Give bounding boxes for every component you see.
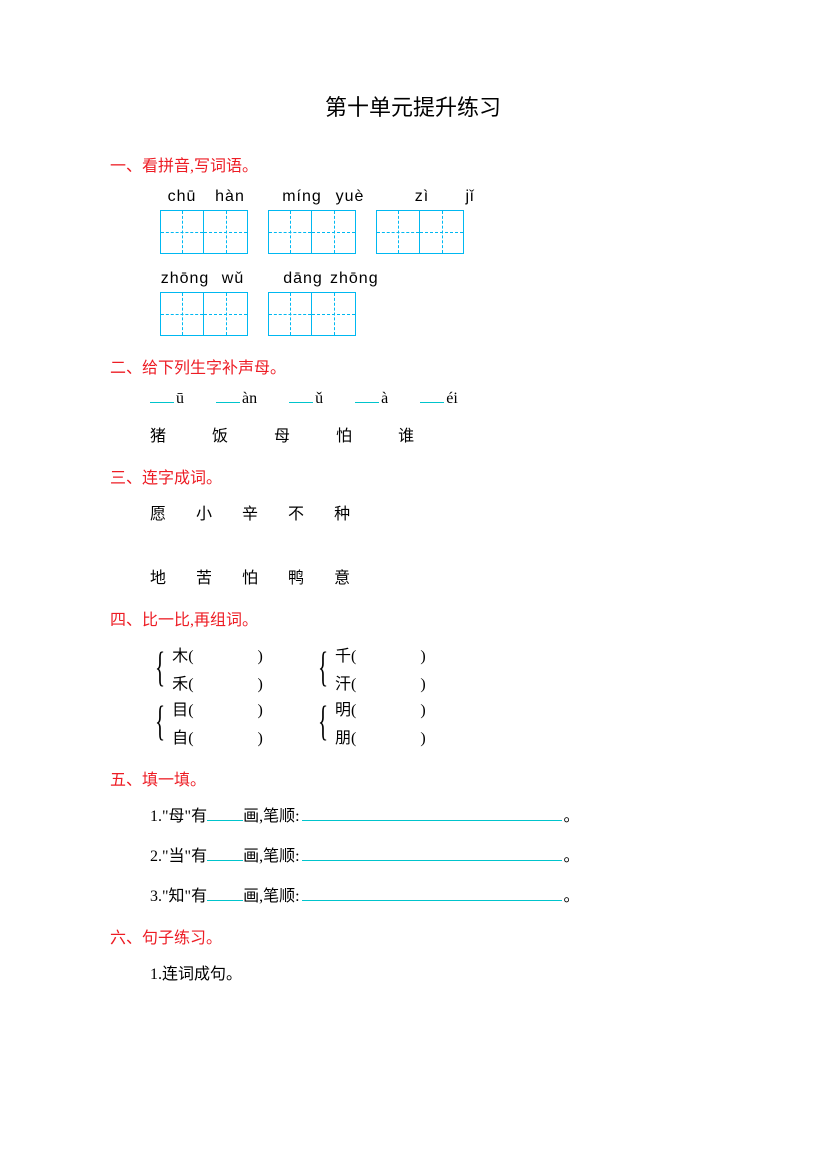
q3-row2: 地 苦 怕 鸭 意 bbox=[150, 564, 716, 588]
fill-blank[interactable] bbox=[302, 860, 562, 861]
fill-blank[interactable] bbox=[302, 900, 562, 901]
char: 怕 bbox=[336, 422, 352, 446]
brace-icon: { bbox=[155, 647, 165, 689]
char: 谁 bbox=[398, 422, 414, 446]
q1-boxes-row1 bbox=[160, 210, 716, 254]
brace-icon: { bbox=[318, 701, 328, 743]
pinyin: míng bbox=[280, 188, 324, 206]
write-box[interactable] bbox=[160, 210, 204, 254]
char: 饭 bbox=[212, 422, 228, 446]
item-num: 1. bbox=[150, 808, 162, 826]
char: 知 bbox=[169, 882, 185, 906]
pinyin: jǐ bbox=[448, 188, 492, 206]
fill-blank[interactable] bbox=[150, 402, 174, 403]
fill-blank[interactable] bbox=[302, 820, 562, 821]
final: ǔ bbox=[315, 390, 323, 408]
char: 禾 bbox=[172, 676, 188, 693]
char: 愿 bbox=[150, 500, 166, 524]
text: 画,笔顺: bbox=[243, 802, 299, 826]
text: "有 bbox=[185, 842, 208, 866]
q1-pinyin-row1: chū hàn míng yuè zì jǐ bbox=[160, 188, 716, 206]
fill-blank[interactable] bbox=[355, 402, 379, 403]
final: àn bbox=[242, 390, 257, 408]
q4-pair1: { 木() 禾() { 千() 汗() bbox=[150, 642, 716, 694]
fill-blank[interactable] bbox=[207, 900, 243, 901]
char: 不 bbox=[288, 500, 304, 524]
text: 。 bbox=[564, 842, 580, 866]
char: 小 bbox=[196, 500, 212, 524]
pinyin: dāng bbox=[280, 270, 326, 288]
write-box[interactable] bbox=[312, 210, 356, 254]
q1-pinyin-row2: zhōng wǔ dāng zhōng bbox=[160, 270, 716, 288]
char: 意 bbox=[334, 564, 350, 588]
char: 明 bbox=[335, 702, 351, 719]
char: 母 bbox=[274, 422, 290, 446]
q4-heading: 四、比一比,再组词。 bbox=[110, 606, 716, 630]
text: 。 bbox=[564, 802, 580, 826]
char: 种 bbox=[334, 500, 350, 524]
char: 当 bbox=[169, 842, 185, 866]
q1-boxes-row2 bbox=[160, 292, 716, 336]
fill-blank[interactable] bbox=[216, 402, 240, 403]
char: 木 bbox=[172, 648, 188, 665]
write-box[interactable] bbox=[204, 292, 248, 336]
brace-icon: { bbox=[318, 647, 328, 689]
write-box[interactable] bbox=[160, 292, 204, 336]
fill-blank[interactable] bbox=[207, 820, 243, 821]
q2-heading: 二、给下列生字补声母。 bbox=[110, 354, 716, 378]
char: 目 bbox=[172, 702, 188, 719]
text: 。 bbox=[564, 882, 580, 906]
q5-heading: 五、填一填。 bbox=[110, 766, 716, 790]
pinyin: hàn bbox=[208, 188, 252, 206]
char: 千 bbox=[335, 648, 351, 665]
q5-item-3: 3. " 知 "有 画,笔顺: 。 bbox=[150, 882, 716, 906]
char: 辛 bbox=[242, 500, 258, 524]
page-title: 第十单元提升练习 bbox=[110, 90, 716, 122]
text: 画,笔顺: bbox=[243, 842, 299, 866]
final: ū bbox=[176, 390, 184, 408]
char: 猪 bbox=[150, 422, 166, 446]
write-box[interactable] bbox=[204, 210, 248, 254]
q3-row1: 愿 小 辛 不 种 bbox=[150, 500, 716, 524]
q6-item-1: 1.连词成句。 bbox=[150, 960, 716, 984]
pinyin: yuè bbox=[328, 188, 372, 206]
write-box[interactable] bbox=[268, 292, 312, 336]
write-box[interactable] bbox=[268, 210, 312, 254]
char: 母 bbox=[169, 802, 185, 826]
q1-heading: 一、看拼音,写词语。 bbox=[110, 152, 716, 176]
pinyin: zhōng bbox=[330, 270, 374, 288]
char: 自 bbox=[172, 730, 188, 747]
item-num: 2. bbox=[150, 848, 162, 866]
fill-blank[interactable] bbox=[207, 860, 243, 861]
write-box[interactable] bbox=[376, 210, 420, 254]
q4-pair2: { 目() 自() { 明() 朋() bbox=[150, 696, 716, 748]
pinyin: wǔ bbox=[214, 270, 252, 288]
char: 汗 bbox=[335, 676, 351, 693]
pinyin: zì bbox=[400, 188, 444, 206]
write-box[interactable] bbox=[312, 292, 356, 336]
item-num: 3. bbox=[150, 888, 162, 906]
char: 地 bbox=[150, 564, 166, 588]
write-box[interactable] bbox=[420, 210, 464, 254]
q3-heading: 三、连字成词。 bbox=[110, 464, 716, 488]
text: "有 bbox=[185, 802, 208, 826]
char: 朋 bbox=[335, 730, 351, 747]
text: "有 bbox=[185, 882, 208, 906]
char: 苦 bbox=[196, 564, 212, 588]
pinyin: zhōng bbox=[160, 270, 210, 288]
final: éi bbox=[446, 390, 458, 408]
q5-item-1: 1. " 母 "有 画,笔顺: 。 bbox=[150, 802, 716, 826]
fill-blank[interactable] bbox=[420, 402, 444, 403]
q2-finals-row: ū àn ǔ à éi bbox=[150, 390, 716, 408]
text: 画,笔顺: bbox=[243, 882, 299, 906]
char: 怕 bbox=[242, 564, 258, 588]
final: à bbox=[381, 390, 388, 408]
q6-heading: 六、句子练习。 bbox=[110, 924, 716, 948]
pinyin: chū bbox=[160, 188, 204, 206]
q2-chars-row: 猪 饭 母 怕 谁 bbox=[150, 422, 716, 446]
char: 鸭 bbox=[288, 564, 304, 588]
q5-item-2: 2. " 当 "有 画,笔顺: 。 bbox=[150, 842, 716, 866]
fill-blank[interactable] bbox=[289, 402, 313, 403]
brace-icon: { bbox=[155, 701, 165, 743]
